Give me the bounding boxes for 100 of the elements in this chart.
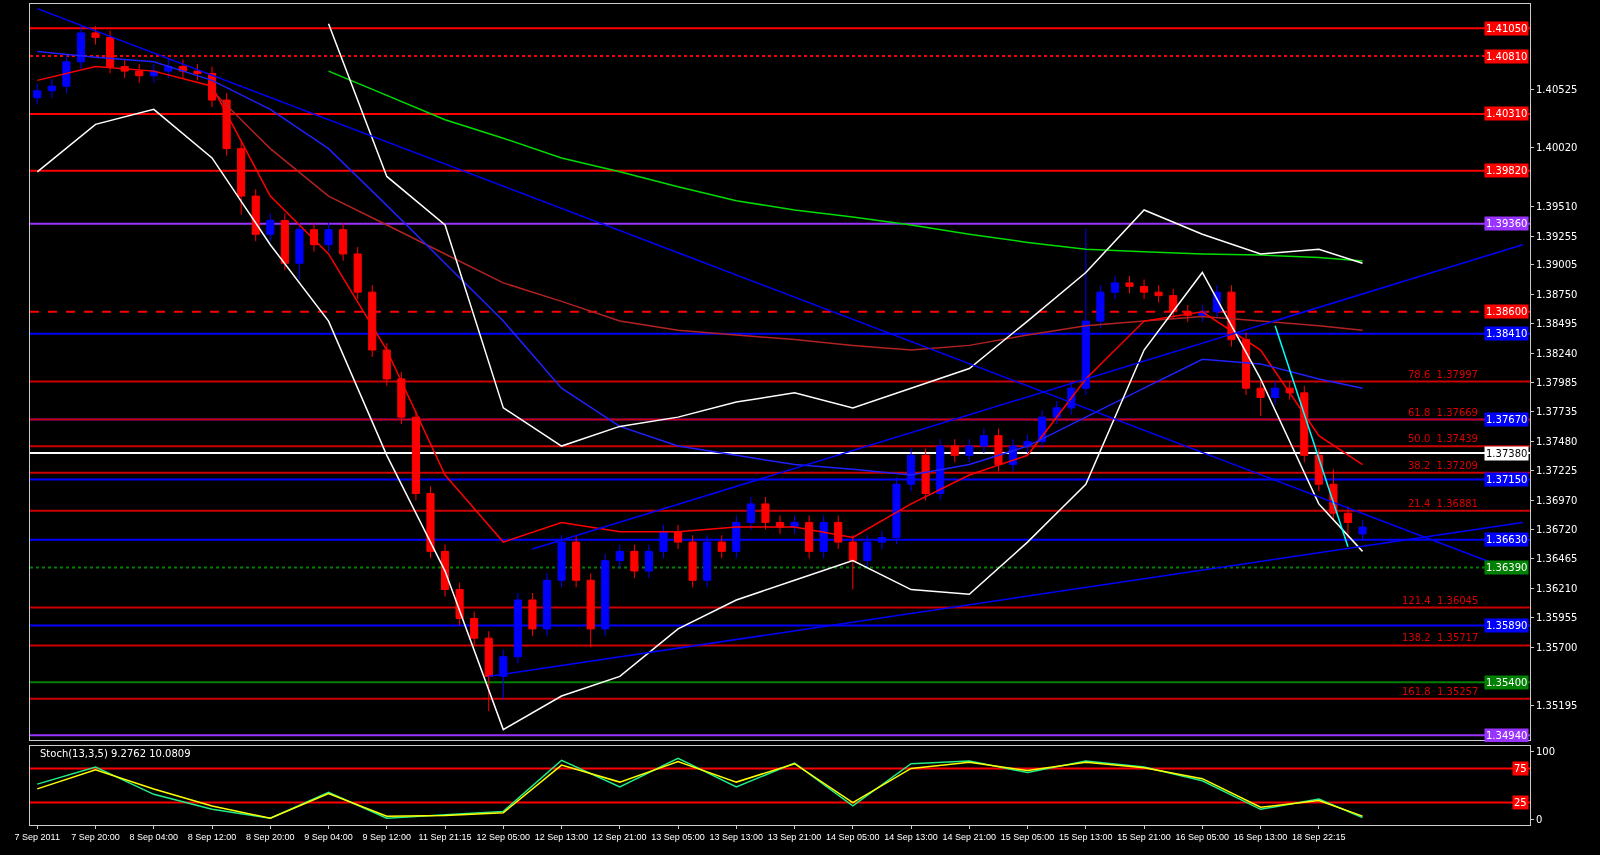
candlestick — [528, 592, 537, 637]
x-tick-label: 8 Sep 04:00 — [129, 831, 179, 842]
candlestick — [630, 543, 639, 579]
candlestick — [353, 246, 362, 300]
ref-line-label: 1.41050 — [1486, 23, 1528, 34]
annotation: 21.4 1.36881 — [1408, 498, 1478, 509]
x-tick-label: 14 Sep 13:00 — [884, 831, 938, 842]
ref-line-label: 1.38600 — [1486, 306, 1528, 317]
y-tick-label: 1.36970 — [1536, 494, 1578, 506]
x-tick-label: 15 Sep 05:00 — [1000, 831, 1055, 842]
x-tick-label: 14 Sep 21:00 — [942, 831, 997, 842]
candlestick — [950, 438, 959, 463]
candlestick — [688, 534, 697, 588]
y-tick-label: 1.35195 — [1536, 700, 1578, 712]
x-tick-label: 18 Sep 22:15 — [1292, 831, 1346, 842]
candlestick — [775, 515, 785, 535]
ref-line-label: 1.40810 — [1486, 51, 1528, 62]
candlestick — [47, 78, 56, 99]
x-tick-label: 12 Sep 05:00 — [476, 831, 531, 842]
candlestick — [1271, 380, 1280, 405]
candlestick — [1110, 275, 1120, 300]
y-tick-label: 1.37735 — [1536, 406, 1578, 418]
candlestick — [1343, 505, 1353, 540]
annotation: 50.0 1.37439 — [1408, 433, 1478, 444]
annotation: 138.2 1.35717 — [1402, 632, 1479, 643]
x-tick-label: 12 Sep 21:00 — [593, 831, 647, 842]
candlestick — [324, 222, 333, 253]
candlestick — [470, 611, 479, 646]
x-tick-label: 13 Sep 05:00 — [651, 831, 705, 842]
candlestick — [76, 25, 86, 70]
annotation: 161.8 1.35257 — [1402, 686, 1479, 697]
ref-line-label: 1.38410 — [1486, 328, 1528, 339]
candlestick — [921, 447, 930, 501]
candlestick — [761, 496, 770, 530]
annotation: 121.4 1.36045 — [1402, 595, 1479, 606]
ref-line-label: 1.37150 — [1486, 474, 1528, 485]
candlestick — [33, 83, 42, 106]
ref-line-label: 1.35400 — [1486, 677, 1528, 688]
candlestick — [1023, 433, 1032, 454]
y-tick-label: 1.37480 — [1536, 435, 1578, 447]
candlestick — [280, 212, 289, 271]
annotation: 78.6 1.37997 — [1408, 369, 1478, 380]
candlestick — [1096, 284, 1105, 329]
candlestick — [790, 515, 799, 535]
annotation: 61.8 1.37669 — [1408, 407, 1478, 418]
ref-line-label: 1.36630 — [1486, 534, 1528, 545]
candlestick — [1154, 284, 1163, 304]
annotation: 38.2 1.37209 — [1408, 460, 1478, 471]
candlestick — [1256, 380, 1265, 417]
ref-line-label: 1.37380 — [1486, 448, 1528, 459]
x-tick-label: 13 Sep 21:00 — [767, 831, 822, 842]
candlestick — [572, 534, 581, 588]
candlestick — [717, 534, 726, 559]
candlestick — [746, 496, 755, 530]
line-series — [327, 22, 1364, 447]
y-tick-label: 1.38495 — [1536, 318, 1578, 330]
line-series — [211, 90, 1364, 351]
y-tick-label: 0 — [1536, 814, 1543, 826]
x-tick-label: 15 Sep 13:00 — [1059, 831, 1113, 842]
x-tick-label: 16 Sep 05:00 — [1175, 831, 1230, 842]
x-tick-label: 8 Sep 20:00 — [246, 831, 295, 842]
ref-line-label: 1.39360 — [1486, 218, 1528, 229]
y-tick-label: 1.38240 — [1536, 347, 1578, 359]
candlestick — [1241, 332, 1251, 396]
candlestick — [309, 222, 319, 253]
candlestick — [397, 371, 406, 425]
y-tick-label: 1.37985 — [1536, 377, 1578, 389]
candlestick — [994, 428, 1003, 473]
y-tick-label: 1.38750 — [1536, 288, 1578, 300]
y-tick-label: 1.39005 — [1536, 259, 1578, 271]
ref-line-label: 1.34940 — [1486, 730, 1528, 741]
y-tick-label: 1.35955 — [1536, 612, 1578, 624]
candlestick — [295, 222, 304, 280]
ref-line-label: 1.36390 — [1486, 562, 1528, 573]
y-tick-label: 1.35700 — [1536, 641, 1578, 653]
y-tick-label: 1.39255 — [1536, 230, 1578, 242]
candlestick — [1300, 385, 1309, 463]
ref-line-label: 1.37670 — [1486, 414, 1528, 425]
ref-line-label: 25 — [1514, 797, 1527, 808]
candlestick — [411, 409, 420, 501]
y-tick-label: 1.36210 — [1536, 582, 1578, 594]
x-tick-label: 16 Sep 13:00 — [1233, 831, 1288, 842]
x-tick-label: 7 Sep 20:00 — [71, 831, 120, 842]
candlestick — [251, 188, 260, 242]
x-tick-label: 12 Sep 13:00 — [534, 831, 589, 842]
candlestick — [484, 630, 493, 712]
candlestick — [440, 543, 450, 597]
line-series — [36, 50, 1364, 476]
x-tick-label: 11 Sep 21:15 — [418, 831, 472, 842]
candlestick — [644, 543, 653, 579]
y-tick-label: 1.40020 — [1536, 142, 1578, 153]
x-tick-label: 9 Sep 04:00 — [304, 831, 353, 842]
candlestick — [615, 543, 624, 569]
ref-line-label: 1.40310 — [1486, 108, 1528, 119]
y-tick-label: 1.39510 — [1536, 201, 1578, 213]
candlestick — [1125, 275, 1134, 294]
candlestick — [586, 572, 595, 648]
candlestick — [1285, 380, 1294, 401]
y-tick-label: 1.40525 — [1536, 83, 1578, 95]
candlestick — [965, 438, 974, 463]
